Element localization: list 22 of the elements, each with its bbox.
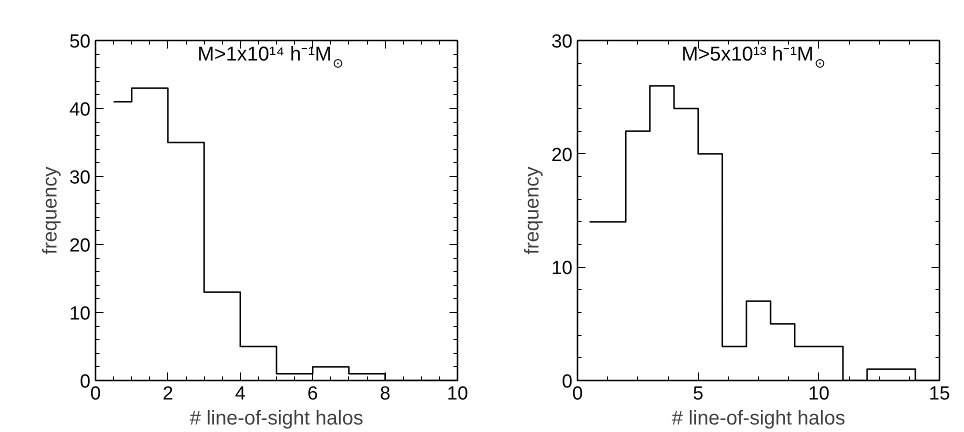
y-tick-label: 30: [69, 168, 91, 188]
y-tick-label: 10: [551, 258, 573, 280]
y-tick-label: 20: [69, 236, 91, 256]
y-tick-label: 30: [551, 32, 573, 52]
x-tick-label: 2: [162, 384, 174, 404]
y-tick-label: 10: [69, 304, 91, 324]
chart-title: M>5x10¹³ h⁻¹M⊙: [681, 44, 826, 70]
x-axis-title: # line-of-sight halos: [190, 408, 364, 430]
x-axis-title: # line-of-sight halos: [672, 408, 846, 430]
x-tick-label: 15: [928, 384, 950, 404]
y-tick-label: 50: [69, 32, 91, 52]
x-tick-label: 10: [808, 384, 830, 404]
chart-title: M>1x10¹⁴ h⁻¹M⊙: [198, 44, 344, 70]
x-tick-label: 6: [307, 384, 318, 404]
y-tick-label: 20: [551, 144, 573, 166]
x-tick-label: 4: [235, 384, 246, 404]
x-tick-label: 5: [692, 384, 704, 404]
x-tick-label: 10: [446, 384, 468, 404]
y-axis-title: frequency: [521, 166, 544, 254]
y-tick-label: 40: [69, 100, 91, 120]
x-tick-label: 8: [380, 384, 390, 404]
y-axis-title: frequency: [39, 166, 62, 254]
